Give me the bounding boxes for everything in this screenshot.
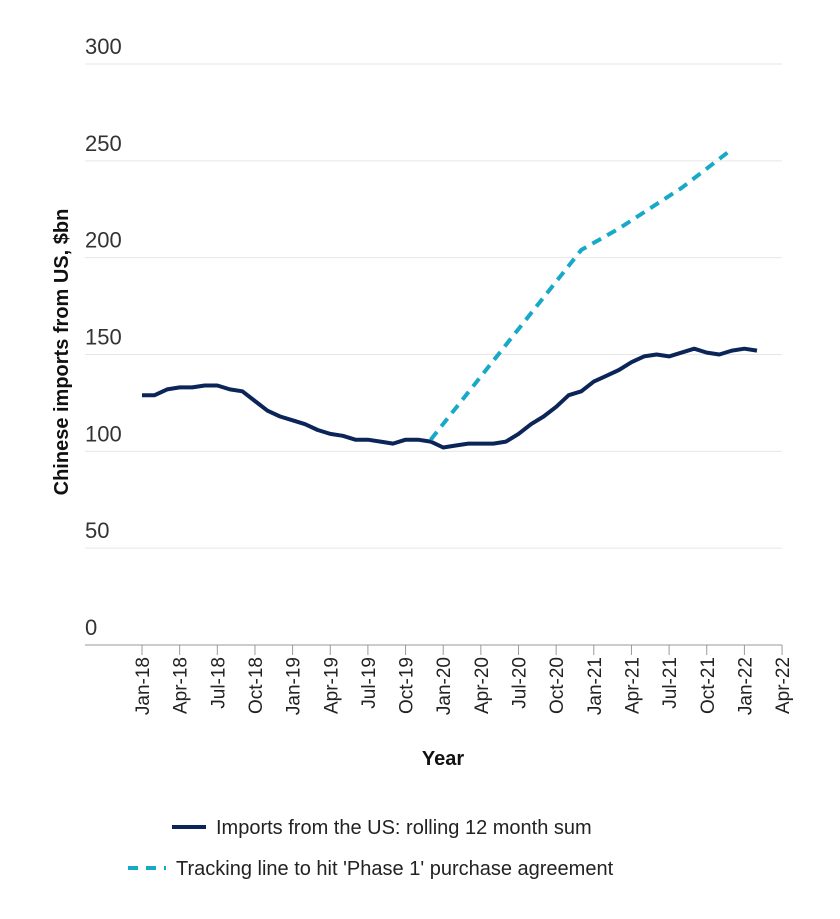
x-axis-title: Year	[422, 748, 464, 770]
series-layer	[142, 147, 758, 450]
y-tick-label-250: 250	[85, 131, 122, 156]
y-tick-label-0: 0	[85, 615, 97, 640]
x-tick-label-Oct-20: Oct-20	[547, 657, 568, 714]
x-tick-label-Apr-22: Apr-22	[773, 657, 794, 714]
x-tick-label-Jan-18: Jan-18	[133, 657, 154, 715]
x-tick-label-Jan-21: Jan-21	[585, 657, 606, 715]
x-axis: Jan-18 Apr-18 Jul-18 Oct-18 Jan-19 Apr-19 Jul-…	[85, 644, 794, 715]
x-tick-label-Jul-18: Jul-18	[208, 657, 229, 709]
x-tick-label-Apr-18: Apr-18	[171, 657, 192, 714]
x-tick-label-Apr-20: Apr-20	[472, 657, 493, 714]
x-tick-label-Apr-21: Apr-21	[622, 657, 643, 714]
x-tick-label-Oct-21: Oct-21	[698, 657, 719, 714]
x-tick-label-Jan-20: Jan-20	[434, 657, 455, 715]
x-tick-label-Oct-18: Oct-18	[246, 657, 267, 714]
x-tick-label-Jul-21: Jul-21	[660, 657, 681, 709]
x-tick-label-Oct-19: Oct-19	[397, 657, 418, 714]
x-tick-label-Jul-20: Jul-20	[510, 657, 531, 709]
legend: Imports from the US: rolling 12 month su…	[128, 817, 614, 880]
series-imports-line	[142, 346, 758, 450]
series-tracking-line	[429, 147, 734, 441]
y-tick-label-200: 200	[85, 228, 122, 253]
y-axis-title: Chinese imports from US, $bn	[51, 209, 73, 496]
legend-label-imports: Imports from the US: rolling 12 month su…	[216, 817, 592, 839]
y-tick-label-100: 100	[85, 421, 122, 446]
y-tick-label-300: 300	[85, 34, 122, 59]
x-tick-label-Apr-19: Apr-19	[321, 657, 342, 714]
grid-layer	[85, 63, 782, 549]
x-tick-label-Jan-19: Jan-19	[284, 657, 305, 715]
x-tick-label-Jul-19: Jul-19	[359, 657, 380, 709]
y-tick-label-150: 150	[85, 325, 122, 350]
legend-label-tracking: Tracking line to hit 'Phase 1' purchase …	[176, 858, 614, 880]
y-tick-labels: 0 50 100 150 200 250 300	[85, 34, 122, 640]
x-tick-label-Jan-22: Jan-22	[735, 657, 756, 715]
y-tick-label-50: 50	[85, 518, 109, 543]
